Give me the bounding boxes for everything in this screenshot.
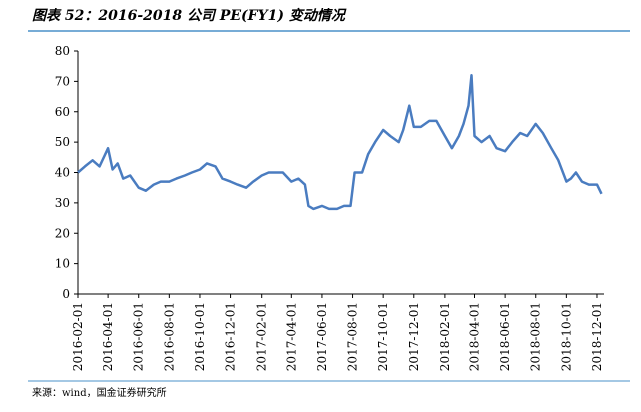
y-tick-label: 20 [55,226,70,240]
y-tick-label: 40 [55,166,70,180]
x-tick-label: 2018-04-01 [468,302,482,371]
x-tick-label: 2017-12-01 [407,302,421,371]
x-tick-label: 2016-12-01 [224,302,238,371]
y-tick-label: 50 [55,135,70,149]
y-tick-label: 80 [55,44,70,58]
source: 来源：wind，国金证券研究所 [32,386,167,399]
chart-title: 图表 52：2016-2018 公司 PE(FY1) 变动情况 [32,7,347,24]
y-tick-label: 30 [55,196,70,210]
x-tick-label: 2017-02-01 [255,302,269,371]
x-tick-label: 2016-08-01 [162,302,176,371]
x-tick-label: 2017-10-01 [376,302,390,371]
y-tick-label: 70 [55,74,70,88]
x-tick-label: 2018-08-01 [529,302,543,371]
x-tick-label: 2016-06-01 [132,302,146,371]
x-tick-label: 2017-04-01 [284,302,298,371]
x-tick-label: 2018-12-01 [590,302,604,371]
x-tick-label: 2016-02-01 [71,302,85,371]
x-tick-label: 2018-10-01 [559,302,573,371]
x-tick-label: 2017-08-01 [346,302,360,371]
y-tick-label: 0 [62,287,70,301]
x-tick-label: 2016-10-01 [193,302,207,371]
x-tick-label: 2016-04-01 [101,302,115,371]
data-line [77,74,603,211]
x-tick-label: 2017-06-01 [315,302,329,371]
y-tick-label: 10 [55,257,70,271]
x-tick-label: 2018-06-01 [498,302,512,371]
x-tick-label: 2018-02-01 [438,302,452,371]
y-tick-label: 60 [55,105,70,119]
